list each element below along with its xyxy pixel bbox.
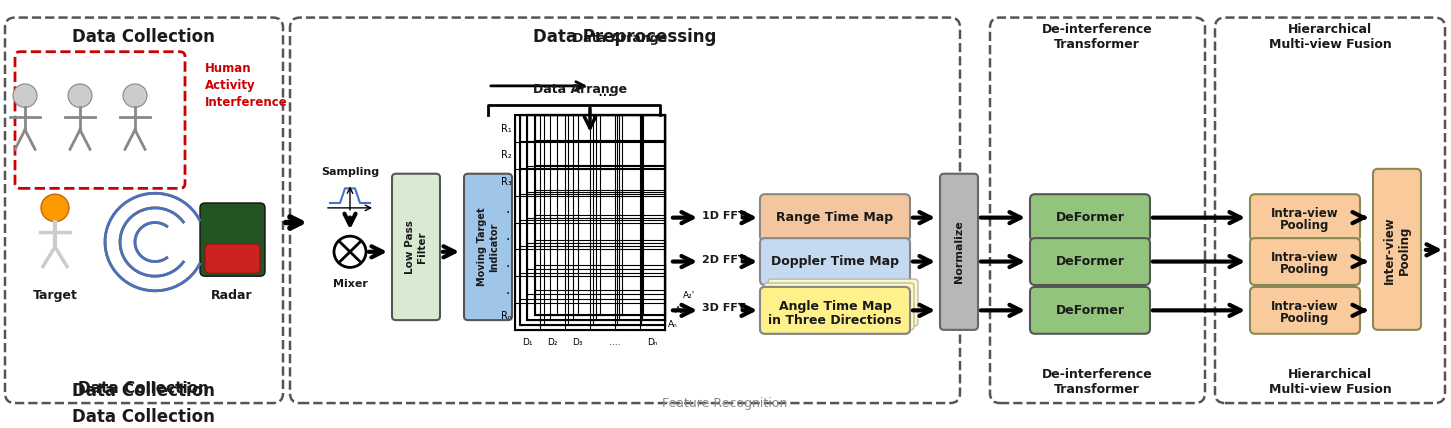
Text: Radar
PCB: Radar PCB — [218, 288, 247, 307]
Text: 3D FFT: 3D FFT — [702, 303, 746, 313]
Text: R₁: R₁ — [501, 124, 512, 134]
Text: .: . — [505, 229, 509, 243]
Text: Inter-view
Pooling: Inter-view Pooling — [1383, 216, 1410, 284]
Text: Data Collection: Data Collection — [77, 381, 209, 396]
FancyBboxPatch shape — [392, 174, 440, 320]
Text: Feature Recognition: Feature Recognition — [662, 397, 788, 410]
Text: Aₙ: Aₙ — [667, 321, 678, 330]
Text: Range Time Map: Range Time Map — [776, 211, 894, 224]
Text: in Three Directions: in Three Directions — [768, 314, 901, 327]
Text: 1D FFT: 1D FFT — [702, 211, 746, 221]
Text: Intra-view: Intra-view — [1271, 207, 1339, 220]
Text: .: . — [505, 282, 509, 297]
Text: Human
Activity
Interference: Human Activity Interference — [205, 62, 287, 110]
Bar — [527, 115, 665, 320]
FancyBboxPatch shape — [1030, 194, 1151, 241]
Text: Sampling: Sampling — [321, 166, 379, 177]
Text: Angle Time Map: Angle Time Map — [779, 300, 891, 313]
Text: Pooling: Pooling — [1280, 219, 1329, 232]
Bar — [515, 115, 665, 330]
FancyBboxPatch shape — [1030, 238, 1151, 285]
Text: De-interference
Transformer: De-interference Transformer — [1042, 368, 1152, 396]
Bar — [535, 115, 665, 315]
Text: Rₙ: Rₙ — [501, 312, 512, 321]
Circle shape — [41, 194, 70, 222]
Text: Data Collection: Data Collection — [71, 408, 215, 426]
FancyBboxPatch shape — [1249, 238, 1360, 285]
Text: DeFormer: DeFormer — [1055, 211, 1125, 224]
Circle shape — [13, 84, 36, 107]
Text: .: . — [505, 202, 509, 216]
FancyBboxPatch shape — [464, 174, 512, 320]
Text: Data Collection: Data Collection — [71, 28, 215, 46]
FancyBboxPatch shape — [760, 194, 910, 241]
FancyBboxPatch shape — [205, 244, 260, 273]
Text: Pooling: Pooling — [1280, 263, 1329, 276]
FancyBboxPatch shape — [1373, 169, 1421, 330]
Text: ...: ... — [598, 82, 612, 100]
Text: Pooling: Pooling — [1280, 312, 1329, 325]
FancyBboxPatch shape — [940, 174, 978, 330]
Text: Dₙ: Dₙ — [647, 338, 657, 347]
Text: De-interference
Transformer: De-interference Transformer — [1042, 23, 1152, 51]
Text: Moving Target
Indicator: Moving Target Indicator — [477, 208, 499, 286]
Text: .: . — [505, 256, 509, 270]
Text: Doppler Time Map: Doppler Time Map — [770, 255, 900, 268]
Text: 2D FFT: 2D FFT — [702, 255, 746, 265]
FancyBboxPatch shape — [760, 287, 910, 334]
FancyBboxPatch shape — [1249, 287, 1360, 334]
Text: Normalize: Normalize — [953, 220, 963, 283]
FancyBboxPatch shape — [200, 203, 266, 276]
Text: Target: Target — [32, 289, 77, 302]
Text: Data Arrange: Data Arrange — [533, 83, 627, 95]
FancyBboxPatch shape — [760, 238, 910, 285]
Text: Intra-view: Intra-view — [1271, 300, 1339, 313]
Bar — [519, 115, 665, 325]
Text: Data Preprocessing: Data Preprocessing — [534, 28, 717, 46]
Text: Data Collection: Data Collection — [71, 382, 215, 400]
Text: D₂: D₂ — [547, 338, 557, 347]
Text: D₁: D₁ — [522, 338, 533, 347]
Text: A₁: A₁ — [675, 306, 685, 315]
Text: Low Pass
Filter: Low Pass Filter — [405, 220, 427, 274]
Text: DeFormer: DeFormer — [1055, 255, 1125, 268]
Text: ....: .... — [609, 338, 621, 347]
FancyBboxPatch shape — [1249, 194, 1360, 241]
FancyBboxPatch shape — [760, 287, 910, 334]
Circle shape — [68, 84, 91, 107]
Text: Radar: Radar — [212, 289, 252, 302]
Text: R₂: R₂ — [501, 150, 512, 160]
Text: Data Arrange: Data Arrange — [573, 32, 667, 45]
Text: DeFormer: DeFormer — [1055, 304, 1125, 317]
FancyBboxPatch shape — [768, 279, 918, 326]
Text: R₃: R₃ — [501, 177, 512, 187]
Text: Hierarchical
Multi-view Fusion: Hierarchical Multi-view Fusion — [1268, 23, 1392, 51]
Text: Intra-view: Intra-view — [1271, 251, 1339, 264]
Text: D₃: D₃ — [572, 338, 583, 347]
Text: Mixer: Mixer — [332, 279, 367, 289]
FancyBboxPatch shape — [1030, 287, 1151, 334]
Text: Hierarchical
Multi-view Fusion: Hierarchical Multi-view Fusion — [1268, 368, 1392, 396]
FancyBboxPatch shape — [765, 283, 914, 330]
Circle shape — [123, 84, 147, 107]
Text: A₂': A₂' — [683, 291, 695, 300]
